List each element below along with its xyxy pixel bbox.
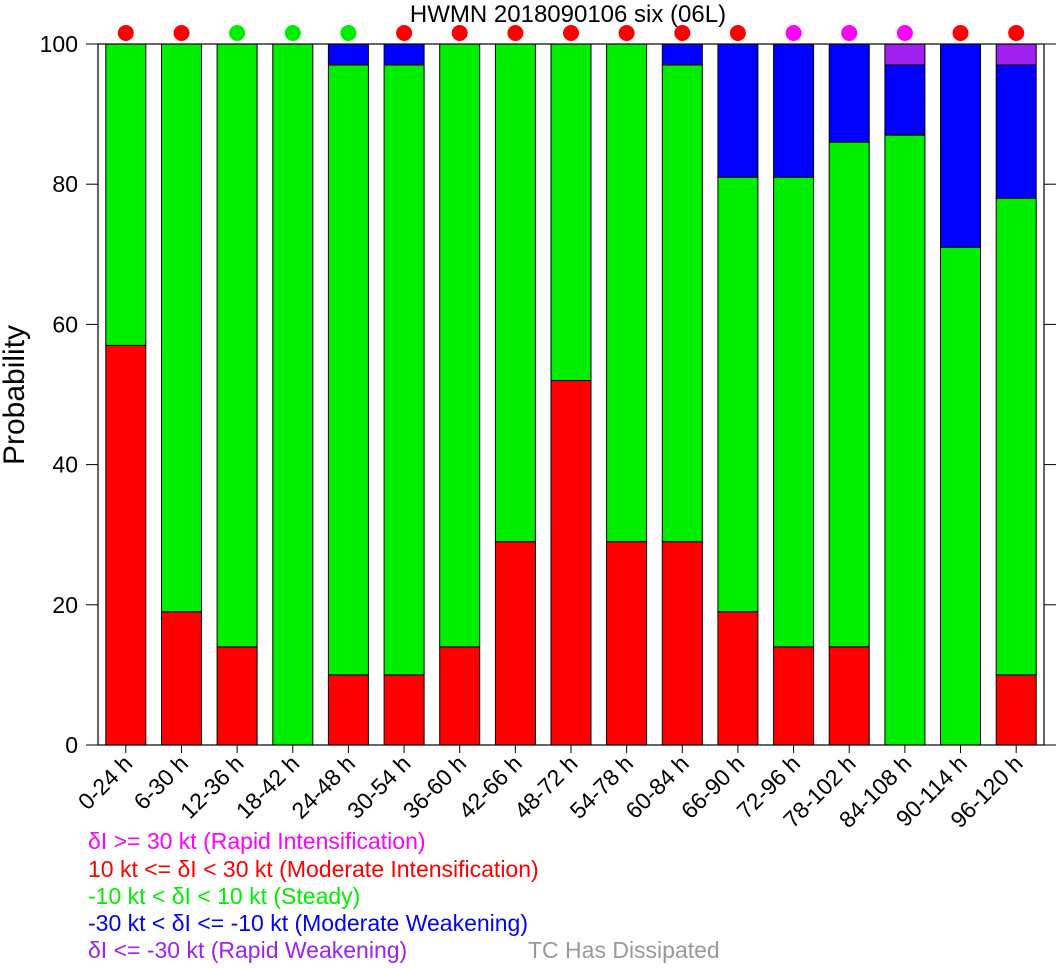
bar-segment-steady-3 [272, 43, 314, 746]
bar-segment-rapid-weakening-16 [995, 43, 1037, 66]
bar-segment-moderate-intensification-9 [606, 541, 648, 746]
most-likely-marker-12 [785, 25, 802, 41]
most-likely-marker-6 [451, 25, 468, 41]
y-tick-label-1: 20 [52, 592, 78, 618]
most-likely-marker-16 [1008, 25, 1025, 41]
bar-segment-moderate-intensification-5 [383, 674, 425, 746]
most-likely-marker-15 [952, 25, 969, 41]
bar-segment-moderate-intensification-2 [216, 646, 258, 746]
bar-segment-steady-1 [161, 43, 202, 613]
most-likely-marker-2 [229, 25, 246, 41]
bar-segment-moderate-weakening-11 [717, 43, 759, 178]
bar-segment-moderate-intensification-8 [550, 380, 592, 746]
bar-segment-steady-5 [383, 64, 425, 676]
most-likely-marker-4 [340, 25, 357, 41]
bar-segment-steady-7 [494, 43, 536, 543]
most-likely-marker-8 [563, 25, 579, 41]
axes-layer [86, 43, 1056, 753]
bar-segment-moderate-intensification-4 [327, 674, 369, 746]
bar-segment-steady-4 [327, 64, 369, 676]
bar-segment-steady-2 [216, 43, 258, 648]
y-tick-label-0: 0 [65, 732, 78, 758]
bar-segment-moderate-weakening-16 [995, 64, 1037, 199]
x-tick-label-0: 0-24 h [73, 750, 138, 815]
most-likely-marker-13 [841, 25, 858, 41]
bar-segment-moderate-intensification-0 [105, 344, 147, 746]
bar-segment-moderate-intensification-10 [661, 541, 703, 746]
bar-segment-steady-15 [940, 246, 981, 746]
bar-segment-moderate-weakening-15 [940, 43, 981, 248]
bar-segment-steady-12 [773, 176, 815, 648]
bar-segment-moderate-intensification-1 [161, 611, 202, 746]
bar-segment-moderate-weakening-12 [773, 43, 815, 178]
bar-segment-moderate-intensification-11 [717, 611, 759, 746]
bar-segment-steady-6 [439, 43, 481, 648]
bar-segment-moderate-weakening-13 [828, 43, 870, 143]
most-likely-marker-11 [729, 25, 746, 41]
y-tick-label-3: 60 [52, 311, 78, 337]
most-likely-marker-10 [674, 25, 691, 41]
y-tick-label-5: 100 [40, 31, 78, 57]
most-likely-marker-7 [507, 25, 524, 41]
most-likely-marker-3 [284, 25, 301, 41]
bar-segment-rapid-weakening-14 [884, 43, 926, 66]
bars-layer [105, 43, 1037, 746]
y-tick-label-2: 40 [52, 452, 78, 478]
legend-steady: -10 kt < δI < 10 kt (Steady) [88, 883, 361, 909]
bar-segment-moderate-intensification-7 [494, 541, 536, 746]
bar-segment-moderate-weakening-4 [327, 43, 369, 66]
most-likely-markers [117, 25, 1025, 41]
bar-segment-moderate-weakening-10 [661, 43, 703, 66]
y-tick-label-4: 80 [52, 171, 78, 197]
bar-segment-moderate-weakening-5 [383, 43, 425, 66]
bar-segment-moderate-weakening-14 [884, 64, 926, 136]
most-likely-marker-9 [618, 25, 635, 41]
bar-segment-steady-13 [828, 141, 870, 648]
bar-segment-steady-0 [105, 43, 147, 346]
most-likely-marker-0 [117, 25, 134, 41]
bar-segment-steady-11 [717, 176, 759, 613]
bar-segment-steady-8 [550, 43, 592, 381]
bar-segment-moderate-intensification-13 [828, 646, 870, 746]
bar-segment-steady-16 [995, 197, 1037, 676]
most-likely-marker-1 [173, 25, 190, 41]
bar-segment-moderate-intensification-12 [773, 646, 815, 746]
bar-segment-moderate-intensification-6 [439, 646, 481, 746]
legend-tc-dissipated: TC Has Dissipated [528, 937, 720, 963]
plot-frame [97, 43, 1045, 746]
bar-segment-steady-10 [661, 64, 703, 543]
bar-segment-steady-9 [606, 43, 648, 543]
legend-rapid-weakening: δI <= -30 kt (Rapid Weakening) [88, 937, 408, 963]
legend-moderate-intensification: 10 kt <= δI < 30 kt (Moderate Intensific… [88, 856, 539, 882]
y-axis-label: Probability [0, 325, 31, 465]
most-likely-marker-5 [396, 25, 413, 41]
bar-segment-moderate-intensification-16 [995, 674, 1037, 746]
chart-title: HWMN 2018090106 six (06L) [410, 1, 726, 28]
legend-rapid-intensification: δI >= 30 kt (Rapid Intensification) [88, 828, 426, 854]
legend-moderate-weakening: -30 kt < δI <= -10 kt (Moderate Weakenin… [88, 910, 529, 936]
bar-segment-steady-14 [884, 134, 926, 746]
most-likely-marker-14 [896, 25, 913, 41]
